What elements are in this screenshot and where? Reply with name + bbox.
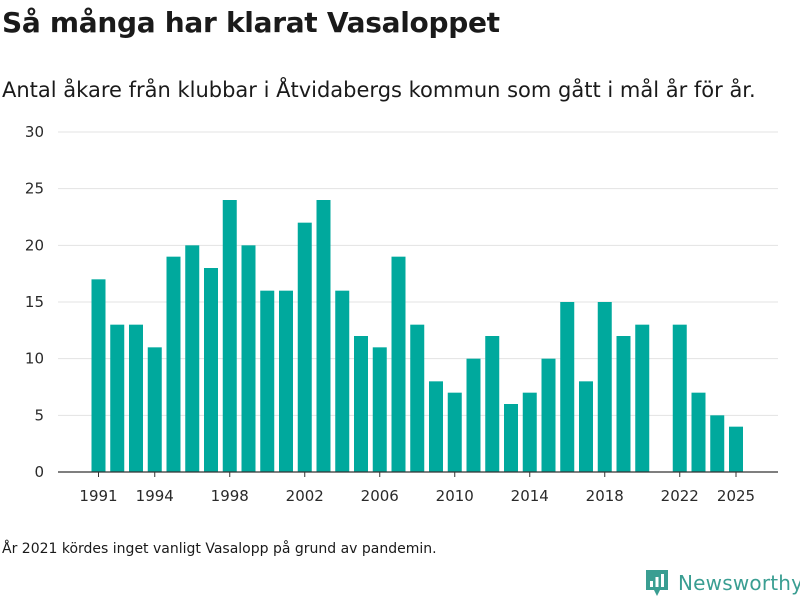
bar-2014 — [522, 392, 537, 472]
y-tick-label: 5 — [34, 406, 44, 424]
y-tick-label: 15 — [25, 293, 44, 311]
x-tick-label: 2022 — [661, 487, 699, 505]
x-tick-label: 1991 — [79, 487, 117, 505]
bar-2017 — [579, 381, 593, 472]
bar-1994 — [147, 347, 162, 472]
bar-2006 — [372, 347, 387, 472]
bar-2016 — [560, 302, 575, 472]
bar-2024 — [710, 415, 725, 472]
bar-2005 — [354, 336, 368, 472]
bar-1999 — [241, 245, 256, 472]
bar-2004 — [335, 290, 350, 472]
bar-1995 — [166, 256, 181, 472]
bar-1991 — [91, 279, 106, 472]
y-tick-label: 0 — [34, 463, 44, 481]
bar-1996 — [185, 245, 200, 472]
y-tick-label: 30 — [25, 123, 44, 141]
x-tick-label: 2014 — [511, 487, 549, 505]
bar-2013 — [504, 404, 518, 472]
bar-2007 — [391, 256, 406, 472]
bar-2023 — [691, 392, 706, 472]
bar-2002 — [297, 222, 312, 472]
bar-2011 — [466, 358, 481, 472]
footnote: År 2021 kördes inget vanligt Vasalopp på… — [2, 541, 437, 557]
brand-logo: Newsworthy — [644, 568, 800, 598]
bar-2001 — [279, 290, 293, 472]
bar-1998 — [222, 200, 237, 472]
x-tick-label: 2025 — [717, 487, 755, 505]
bar-2019 — [616, 336, 631, 472]
bar-2015 — [541, 358, 556, 472]
bar-2008 — [410, 324, 425, 472]
y-tick-label: 25 — [25, 180, 44, 198]
bar-2018 — [597, 302, 612, 472]
x-tick-label: 1998 — [211, 487, 249, 505]
bar-2022 — [672, 324, 687, 472]
bar-2012 — [485, 336, 500, 472]
bar-1993 — [129, 324, 143, 472]
bars — [91, 200, 743, 472]
bar-2003 — [316, 200, 331, 472]
x-tick-label: 1994 — [136, 487, 174, 505]
x-tick-label: 2002 — [286, 487, 324, 505]
chart-subtitle: Antal åkare från klubbar i Åtvidabergs k… — [2, 78, 756, 102]
bar-2020 — [635, 324, 650, 472]
y-tick-label: 10 — [25, 350, 44, 368]
bar-2000 — [260, 290, 275, 472]
y-axis-ticks: 0 5 10 15 20 25 30 — [25, 123, 44, 481]
brand-name: Newsworthy — [678, 571, 800, 595]
newsworthy-logo-icon — [646, 570, 668, 596]
x-tick-label: 2010 — [436, 487, 474, 505]
bar-1997 — [204, 268, 218, 472]
bar-2025 — [729, 426, 743, 472]
x-tick-label: 2018 — [586, 487, 624, 505]
bar-2010 — [447, 392, 462, 472]
chart-title: Så många har klarat Vasaloppet — [2, 6, 500, 39]
x-tick-label: 2006 — [361, 487, 399, 505]
bar-1992 — [110, 324, 125, 472]
x-axis-ticks: 1991 1994 1998 2002 2006 2010 2014 2018 2022 2025 — [79, 472, 755, 505]
y-tick-label: 20 — [25, 236, 44, 254]
bar-2009 — [429, 381, 443, 472]
